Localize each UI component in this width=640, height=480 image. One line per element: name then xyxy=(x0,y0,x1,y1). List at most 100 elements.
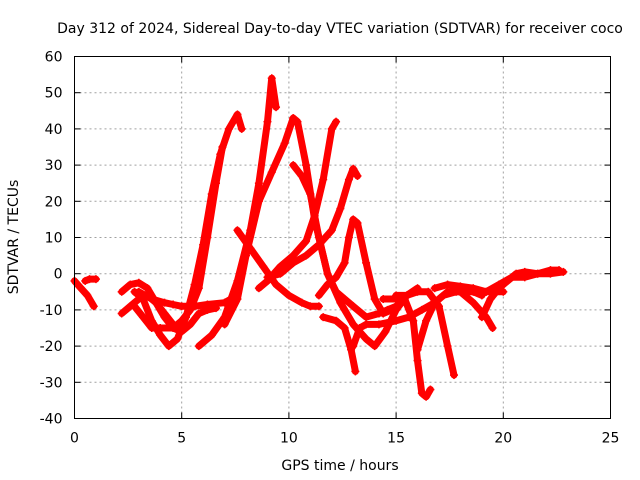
data-point xyxy=(392,316,401,325)
series-track-l xyxy=(264,165,361,281)
data-point xyxy=(233,226,242,235)
data-point xyxy=(169,324,178,332)
data-point xyxy=(409,316,418,325)
data-point xyxy=(336,204,345,213)
data-point xyxy=(289,161,298,170)
data-point xyxy=(246,244,255,253)
data-point xyxy=(413,287,422,296)
data-point xyxy=(362,334,371,343)
data-point xyxy=(190,302,199,311)
data-point xyxy=(417,305,426,314)
data-point xyxy=(254,179,263,188)
data-point xyxy=(340,295,349,304)
x-axis-label: GPS time / hours xyxy=(281,458,398,474)
data-point xyxy=(83,291,92,300)
data-point xyxy=(306,190,315,199)
data-point xyxy=(387,305,396,314)
data-point xyxy=(199,240,208,249)
data-point xyxy=(351,367,360,376)
data-point xyxy=(482,287,491,296)
data-point xyxy=(413,345,422,354)
data-point xyxy=(181,313,190,322)
data-point xyxy=(302,237,311,246)
data-point xyxy=(332,287,341,296)
data-point xyxy=(91,275,100,284)
data-point xyxy=(332,273,341,282)
data-point xyxy=(177,302,186,311)
data-point xyxy=(293,117,302,126)
x-tick-label: 20 xyxy=(494,431,512,447)
data-point xyxy=(169,300,178,309)
data-point xyxy=(381,327,390,336)
data-point xyxy=(297,298,306,307)
data-point xyxy=(449,371,458,380)
data-point xyxy=(443,280,452,289)
data-point xyxy=(422,316,431,325)
data-point xyxy=(130,302,139,311)
data-point xyxy=(319,175,328,184)
data-point xyxy=(147,295,156,304)
y-tick-label: 10 xyxy=(45,231,63,247)
data-point xyxy=(216,150,225,159)
data-point xyxy=(173,334,182,343)
data-point xyxy=(327,124,336,133)
data-point xyxy=(349,302,358,311)
data-point xyxy=(220,320,229,329)
data-point xyxy=(546,269,555,278)
data-point xyxy=(272,103,281,112)
data-point xyxy=(289,114,298,123)
data-point xyxy=(314,233,323,242)
data-point xyxy=(332,117,341,126)
x-tick-label: 5 xyxy=(177,431,186,447)
y-tick-label: 60 xyxy=(45,50,63,66)
chart-title: Day 312 of 2024, Sidereal Day-to-day VTE… xyxy=(57,21,623,37)
data-point xyxy=(362,320,371,329)
data-point xyxy=(147,316,156,325)
data-point xyxy=(413,356,422,365)
data-point xyxy=(81,276,90,285)
axis-ticks: 0 5 10 15 20 25 -40 -30 -20 -10 0 10 20 30 40 50 60 xyxy=(40,50,620,447)
data-point xyxy=(323,269,332,278)
data-point xyxy=(242,251,251,260)
data-point xyxy=(207,331,216,340)
data-point xyxy=(349,320,358,329)
data-point xyxy=(284,291,293,300)
data-point xyxy=(430,284,439,293)
data-point xyxy=(426,385,435,394)
data-point xyxy=(280,139,289,148)
data-point xyxy=(422,392,431,401)
data-point xyxy=(379,295,388,304)
x-tick-label: 0 xyxy=(70,431,79,447)
data-point xyxy=(319,313,328,322)
data-point xyxy=(323,280,332,289)
data-point xyxy=(443,287,452,296)
data-point xyxy=(267,168,276,177)
data-point xyxy=(289,251,298,260)
data-point xyxy=(156,331,165,340)
data-point xyxy=(233,295,242,304)
data-point xyxy=(237,124,246,133)
y-tick-label: 50 xyxy=(45,86,63,102)
data-point xyxy=(392,291,401,300)
data-point xyxy=(186,320,195,329)
y-tick-label: 0 xyxy=(54,267,63,283)
data-point xyxy=(486,295,495,304)
data-point xyxy=(495,280,504,289)
y-tick-label: 40 xyxy=(45,122,63,138)
grid xyxy=(74,56,611,419)
data-point xyxy=(263,117,272,126)
data-point xyxy=(272,280,281,289)
data-point xyxy=(424,287,433,296)
data-point xyxy=(355,324,364,332)
data-point xyxy=(160,298,169,307)
data-point xyxy=(207,190,216,199)
data-point xyxy=(327,226,336,235)
data-point xyxy=(332,316,341,325)
data-point xyxy=(362,313,371,322)
data-point xyxy=(194,342,203,351)
data-point xyxy=(134,287,143,296)
data-point xyxy=(267,74,276,83)
data-point xyxy=(254,197,263,206)
data-point xyxy=(289,258,298,267)
